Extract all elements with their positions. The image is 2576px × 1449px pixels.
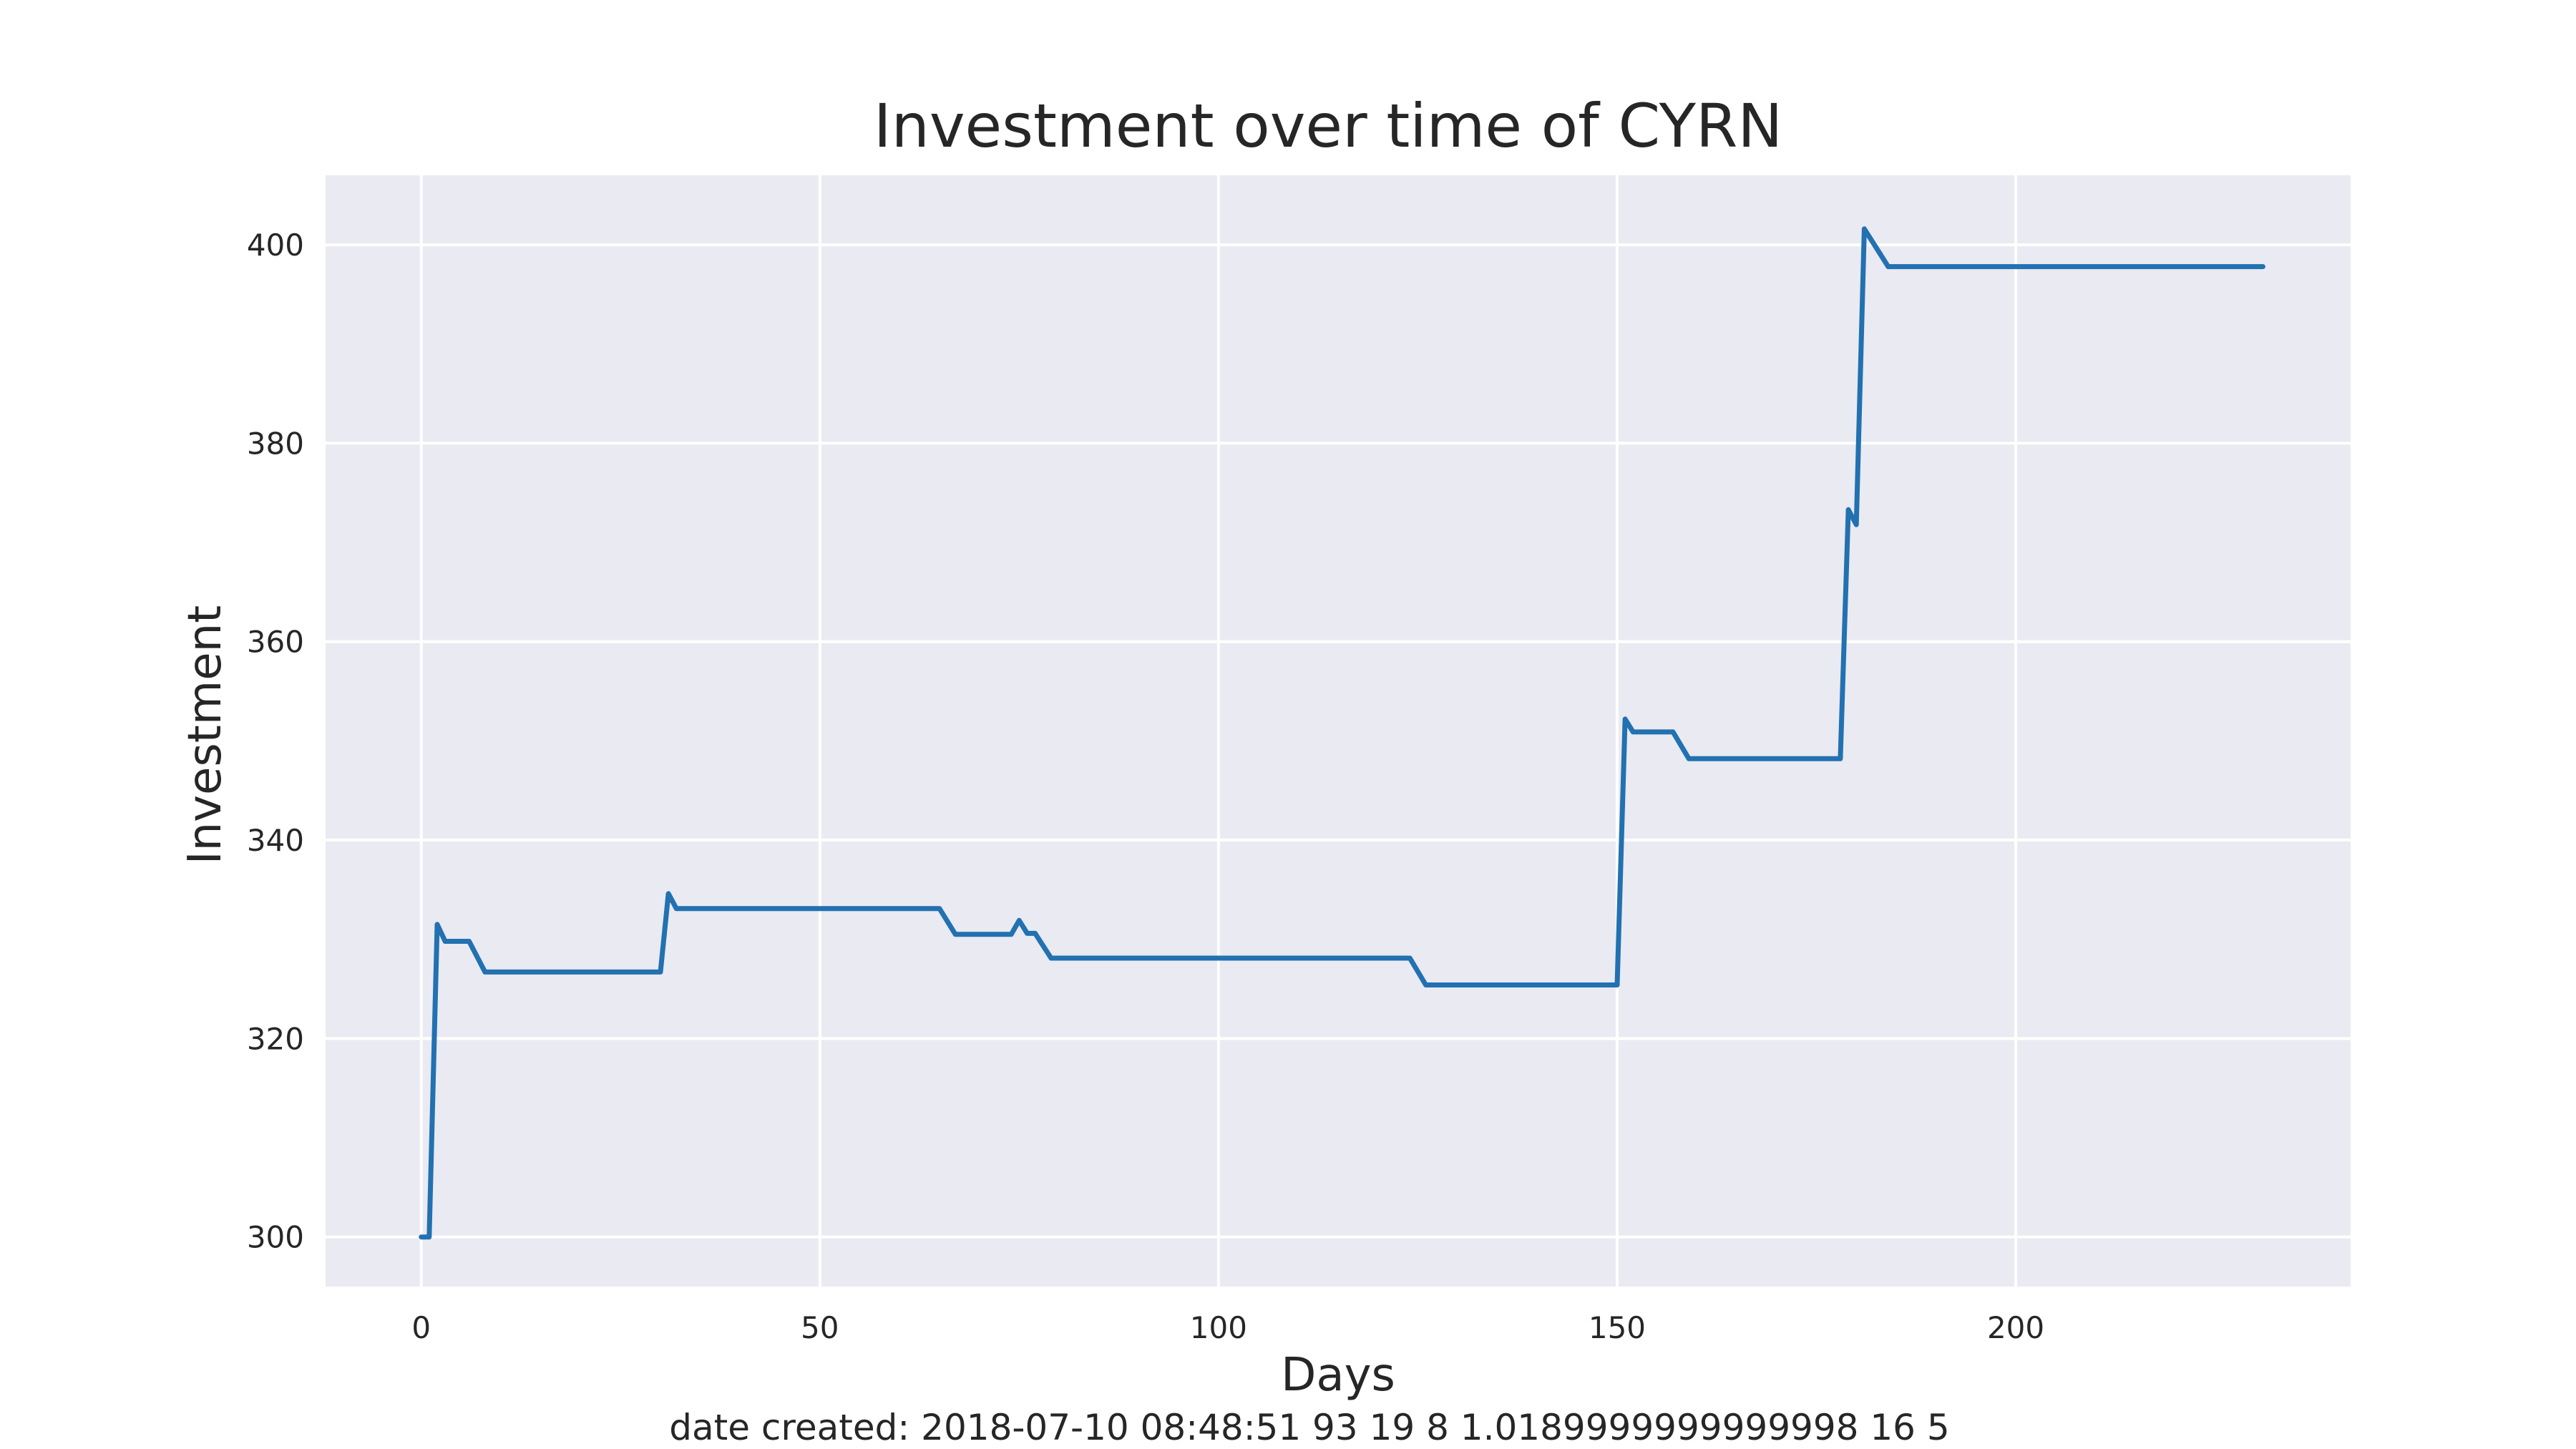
y-tick-label: 400 xyxy=(247,228,304,263)
x-tick-label: 0 xyxy=(411,1310,431,1345)
x-tick-label: 200 xyxy=(1987,1310,2044,1345)
data-point xyxy=(955,934,956,935)
grid-lines xyxy=(326,175,2351,1287)
y-axis-label: Investment xyxy=(179,605,232,865)
plot-area xyxy=(326,175,2351,1287)
data-point xyxy=(1673,731,1674,732)
y-tick-label: 300 xyxy=(247,1220,304,1255)
y-tick-label: 340 xyxy=(247,823,304,858)
data-point xyxy=(1625,718,1626,719)
x-tick-label: 150 xyxy=(1589,1310,1646,1345)
y-tick-label: 360 xyxy=(247,625,304,660)
y-tick-label: 380 xyxy=(247,426,304,461)
data-point xyxy=(1633,731,1634,732)
data-point xyxy=(445,941,446,942)
data-point xyxy=(1848,509,1849,510)
data-point xyxy=(1050,958,1051,959)
data-point xyxy=(939,908,940,909)
data-point xyxy=(1011,934,1012,935)
series-line xyxy=(419,226,2265,1240)
chart-title: Investment over time of CYRN xyxy=(874,91,1782,161)
data-point xyxy=(1019,920,1020,921)
data-point xyxy=(1027,933,1028,934)
y-tick-label: 320 xyxy=(247,1021,304,1056)
x-tick-label: 100 xyxy=(1190,1310,1247,1345)
data-point xyxy=(676,908,677,909)
tick-labels: 0 50 100 150 200 300 320 340 360 380 400 xyxy=(247,228,2044,1345)
series-layer xyxy=(419,226,2265,1240)
x-axis-label: Days xyxy=(1281,1349,1395,1402)
data-point xyxy=(668,893,669,894)
x-tick-label: 50 xyxy=(801,1310,839,1345)
data-point xyxy=(1864,228,1865,229)
footer-caption: date created: 2018-07-10 08:48:51 93 19 … xyxy=(669,1407,1949,1448)
